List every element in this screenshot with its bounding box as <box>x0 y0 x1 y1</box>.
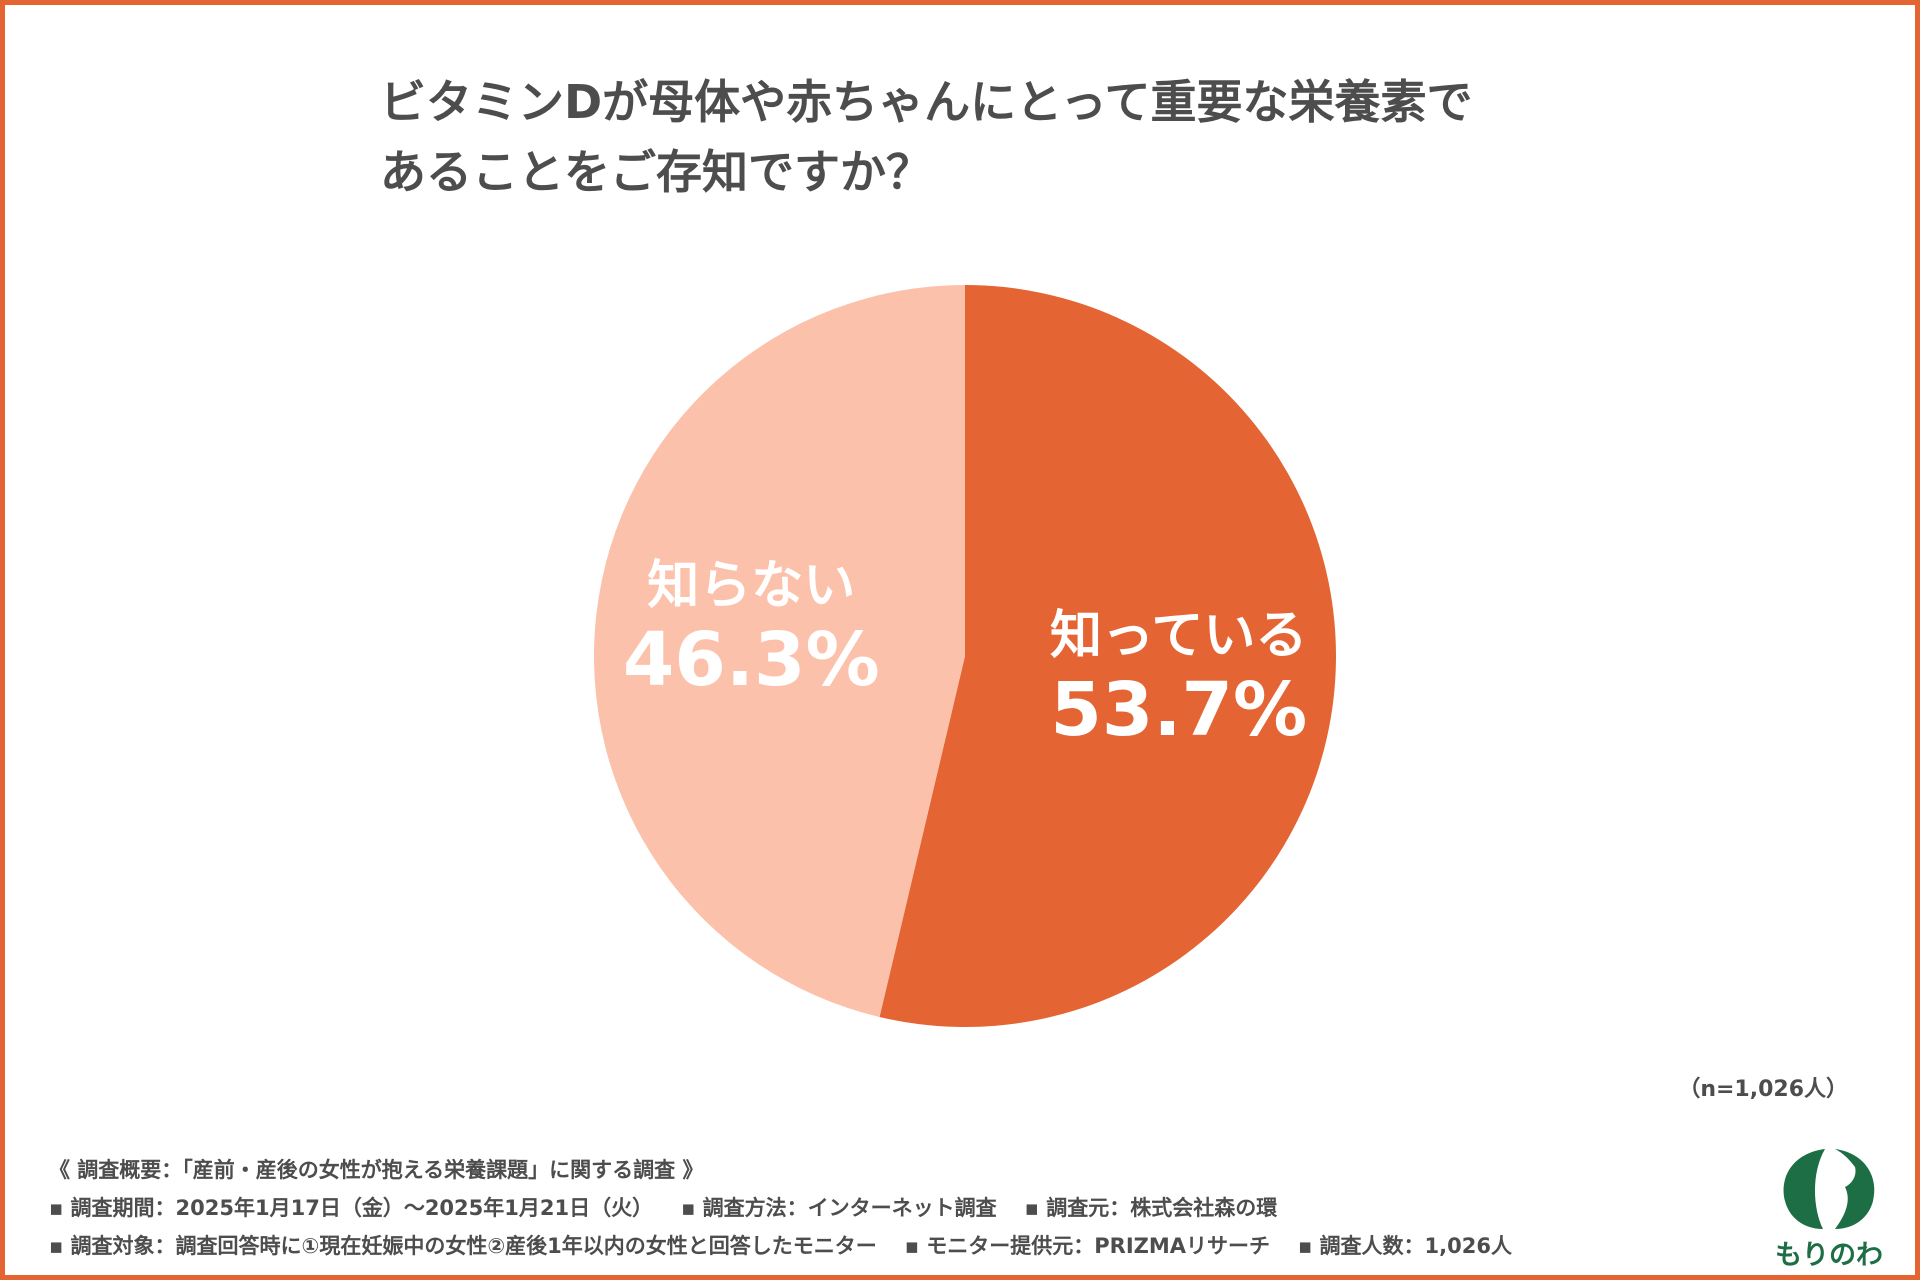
chart-title-line-2: あることをご存知ですか？ <box>380 145 932 199</box>
pie-slice-2 <box>594 285 965 1018</box>
survey-source: ▪ 調査元：株式会社森の環 <box>1024 1196 1278 1220</box>
survey-provider: ▪ モニター提供元：PRIZMAリサーチ <box>904 1234 1271 1258</box>
survey-row-1: ▪ 調査期間：2025年1月17日（金）〜2025年1月21日（火） ▪ 調査方法… <box>49 1189 1512 1227</box>
leaf-logo-icon <box>1783 1149 1875 1229</box>
survey-row-2: ▪ 調査対象：調査回答時に①現在妊娠中の女性②産後1年以内の女性と回答したモニタ… <box>49 1227 1512 1265</box>
pie-slice-value-2: 46.3% <box>623 617 880 703</box>
brand-logo: もりのわ <box>1773 1143 1885 1271</box>
survey-count: ▪ 調査人数：1,026人 <box>1298 1234 1512 1258</box>
survey-method: ▪ 調査方法：インターネット調査 <box>681 1196 997 1220</box>
survey-summary: 《 調査概要：「産前・産後の女性が抱える栄養課題」に関する調査 》 ▪ 調査期間… <box>49 1151 1512 1265</box>
pie-slice-label-1: 知っている <box>1050 606 1307 666</box>
pie-slice-1 <box>879 285 1336 1027</box>
brand-logo-text: もりのわ <box>1775 1240 1883 1271</box>
survey-header: 《 調査概要：「産前・産後の女性が抱える栄養課題」に関する調査 》 <box>49 1158 704 1182</box>
survey-period: ▪ 調査期間：2025年1月17日（金）〜2025年1月21日（火） <box>49 1196 654 1220</box>
pie-slice-label-2: 知らない <box>647 556 855 616</box>
chart-title: ビタミンDが母体や赤ちゃんにとって重要な栄養素で あることをご存知ですか？ <box>380 67 1680 207</box>
pie-slice-value-1: 53.7% <box>1050 667 1307 753</box>
survey-target: ▪ 調査対象：調査回答時に①現在妊娠中の女性②産後1年以内の女性と回答したモニタ… <box>49 1234 877 1258</box>
chart-title-line-1: ビタミンDが母体や赤ちゃんにとって重要な栄養素で <box>380 75 1473 129</box>
sample-size-note: （n=1,026人） <box>1678 1077 1848 1102</box>
